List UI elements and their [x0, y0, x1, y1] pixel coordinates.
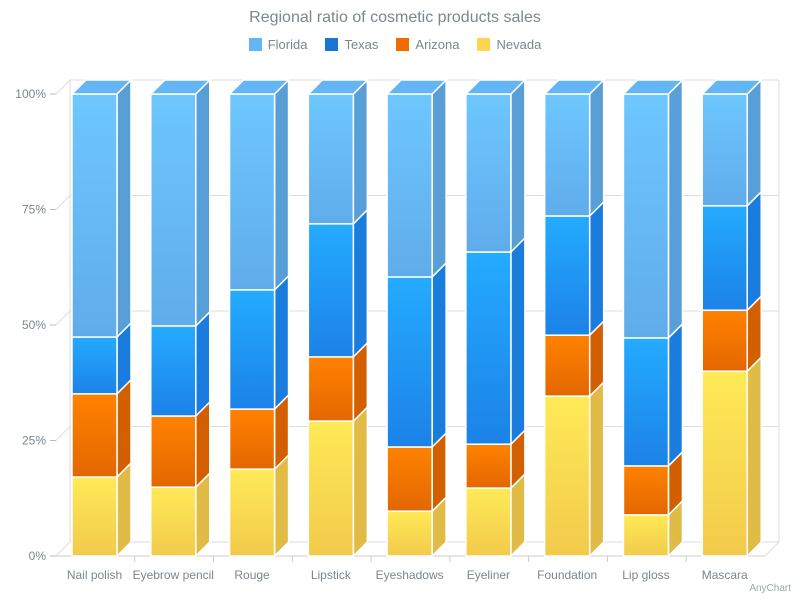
credit-logo: AnyChart — [749, 583, 791, 594]
bar-foundation[interactable] — [542, 78, 606, 558]
bar-eyeliner[interactable] — [464, 78, 527, 558]
legend-item-arizona[interactable]: Arizona — [396, 37, 459, 52]
bar-segment-texas[interactable] — [307, 208, 369, 359]
legend-label: Florida — [267, 37, 308, 52]
gridline-side — [55, 79, 71, 95]
x-tick-label: Mascara — [702, 568, 748, 582]
bar-segment-nevada[interactable] — [150, 471, 211, 558]
x-tick-label: Lip gloss — [622, 568, 669, 582]
bar-segment-arizona[interactable] — [71, 378, 132, 479]
y-tick-label: 25% — [22, 434, 46, 448]
bar-lipstick[interactable] — [306, 78, 370, 558]
bar-segment-texas[interactable] — [622, 322, 684, 468]
bar-segment-florida[interactable] — [385, 78, 448, 279]
x-tick-label: Eyeshadows — [376, 568, 444, 582]
legend-swatch — [325, 38, 339, 51]
bar-mascara[interactable] — [700, 78, 764, 558]
legend-label: Texas — [344, 37, 379, 52]
legend-swatch — [248, 38, 262, 51]
y-tick-label: 75% — [22, 203, 46, 217]
legend-label: Nevada — [496, 37, 542, 52]
bar-segment-arizona[interactable] — [386, 431, 447, 513]
bar-segment-texas[interactable] — [228, 274, 290, 411]
bar-segment-florida[interactable] — [70, 78, 133, 339]
bar-segment-arizona[interactable] — [228, 393, 290, 471]
x-tick-label: Rouge — [234, 568, 270, 582]
bar-segment-nevada[interactable] — [307, 405, 369, 558]
legend-swatch — [477, 38, 491, 51]
x-tick-label: Eyebrow pencil — [133, 568, 214, 582]
bar-eyeshadows[interactable] — [385, 78, 448, 558]
bar-segment-florida[interactable] — [700, 78, 764, 208]
legend-item-texas[interactable]: Texas — [325, 37, 378, 52]
bar-nail-polish[interactable] — [70, 78, 133, 558]
bar-eyebrow-pencil[interactable] — [148, 78, 212, 558]
bar-segment-florida[interactable] — [227, 78, 291, 292]
bar-segment-texas[interactable] — [150, 310, 211, 418]
bar-segment-florida[interactable] — [542, 78, 606, 218]
bar-segment-texas[interactable] — [543, 200, 605, 337]
bar-segment-nevada[interactable] — [622, 499, 684, 558]
legend-item-nevada[interactable]: Nevada — [477, 37, 541, 52]
legend-item-florida[interactable]: Florida — [248, 37, 308, 52]
bar-segment-arizona[interactable] — [307, 341, 369, 423]
gridline-side — [55, 195, 71, 210]
bar-segment-florida[interactable] — [621, 78, 685, 340]
y-tick-label: 0% — [29, 549, 47, 563]
bar-segment-texas[interactable] — [701, 189, 762, 313]
bar-segment-texas[interactable] — [71, 321, 132, 396]
y-tick-label: 100% — [15, 87, 46, 101]
x-tick-label: Foundation — [537, 568, 597, 582]
legend: Florida Texas Arizona Nevada — [0, 37, 790, 52]
bar-segment-nevada[interactable] — [465, 472, 526, 558]
bar-segment-florida[interactable] — [464, 78, 527, 254]
legend-swatch — [396, 38, 410, 51]
chart-title: Regional ratio of cosmetic products sale… — [249, 9, 541, 26]
bar-rouge[interactable] — [227, 78, 291, 558]
bar-segment-texas[interactable] — [386, 261, 447, 449]
bar-segment-texas[interactable] — [465, 236, 526, 447]
bar-segment-arizona[interactable] — [622, 450, 684, 517]
gridline-side — [55, 310, 71, 326]
bar-lip-gloss[interactable] — [621, 78, 685, 558]
gridline-side — [55, 426, 71, 441]
bar-segment-arizona[interactable] — [150, 400, 211, 489]
bar-segment-nevada[interactable] — [386, 495, 447, 558]
bar-segment-florida[interactable] — [148, 78, 212, 328]
bar-segment-arizona[interactable] — [465, 428, 526, 490]
x-tick-label: Lipstick — [311, 568, 352, 582]
bar-segment-florida[interactable] — [306, 78, 370, 226]
legend-label: Arizona — [415, 37, 460, 52]
bar-segment-nevada[interactable] — [543, 380, 605, 558]
floor-edge — [764, 541, 780, 557]
y-tick-label: 50% — [22, 318, 46, 332]
bar-segment-nevada[interactable] — [701, 355, 762, 558]
x-tick-label: Eyeliner — [467, 568, 510, 582]
bar-segment-nevada[interactable] — [228, 453, 290, 558]
gridline-side — [55, 541, 71, 557]
x-tick-label: Nail polish — [67, 568, 122, 582]
